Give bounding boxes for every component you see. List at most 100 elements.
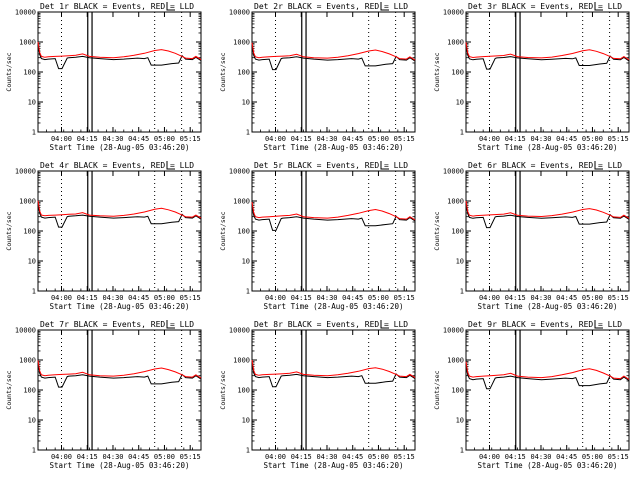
x-axis-label: Start Time (28-Aug-05 03:46:20) [50, 143, 190, 152]
y-tick-label: 10000 [229, 168, 250, 176]
x-tick-label: 04:30 [102, 135, 123, 143]
chart-panel-1: Det 1r BLACK = Events, RED = LLD 1 10 100 10… [5, 2, 202, 152]
y-tick-label: 1000 [447, 198, 464, 206]
x-tick-label: 04:30 [530, 294, 551, 302]
corner-glyph [594, 2, 603, 11]
y-tick-label: 1 [460, 288, 464, 296]
x-tick-label: 04:00 [265, 453, 286, 461]
y-tick-label: 1 [246, 447, 250, 455]
y-tick-label: 1 [246, 129, 250, 137]
events-series-line [465, 202, 630, 229]
plot-frame [251, 329, 416, 451]
x-tick-label: 04:15 [291, 294, 312, 302]
y-tick-label: 10000 [15, 168, 36, 176]
x-tick-label: 04:45 [342, 135, 363, 143]
x-tick-label: 04:45 [128, 294, 149, 302]
x-tick-label: 04:30 [102, 294, 123, 302]
x-axis-label: Start Time (28-Aug-05 03:46:20) [50, 302, 190, 311]
corner-glyph [594, 320, 603, 329]
x-tick-label: 04:30 [530, 135, 551, 143]
x-tick-label: 05:15 [180, 294, 201, 302]
corner-glyph [380, 161, 389, 170]
chart-title: Det 3r BLACK = Events, RED = LLD [468, 2, 622, 11]
chart-panel-9: Det 9r BLACK = Events, RED = LLD 1 10 100 10… [433, 320, 630, 470]
y-tick-label: 100 [237, 387, 250, 395]
x-axis-label: Start Time (28-Aug-05 03:46:20) [478, 302, 618, 311]
y-tick-label: 10 [28, 99, 36, 107]
x-tick-label: 04:00 [265, 135, 286, 143]
y-tick-label: 10 [242, 417, 250, 425]
lld-series-line [37, 360, 202, 379]
x-tick-label: 04:15 [505, 135, 526, 143]
events-series-line [251, 203, 416, 231]
x-tick-label: 04:15 [77, 135, 98, 143]
plot-frame [251, 170, 416, 292]
x-tick-label: 04:15 [505, 453, 526, 461]
lld-series-line [251, 360, 416, 379]
y-tick-label: 10 [456, 417, 464, 425]
x-tick-label: 04:15 [291, 453, 312, 461]
y-tick-label: 10 [242, 99, 250, 107]
x-tick-label: 04:15 [505, 294, 526, 302]
events-series-line [37, 202, 202, 228]
lld-series-line [465, 200, 630, 219]
events-series-line [465, 363, 630, 390]
lld-series-line [251, 202, 416, 221]
plot-frame [251, 11, 416, 133]
x-axis-label: Start Time (28-Aug-05 03:46:20) [478, 461, 618, 470]
lld-series-line [465, 361, 630, 380]
plot-frame [37, 170, 202, 292]
y-tick-label: 100 [237, 69, 250, 77]
events-series-line [37, 43, 202, 70]
x-tick-label: 04:00 [51, 135, 72, 143]
y-tick-label: 1 [32, 288, 36, 296]
chart-panel-7: Det 7r BLACK = Events, RED = LLD 1 10 100 10… [5, 320, 202, 470]
corner-glyph [380, 2, 389, 11]
y-tick-label: 1000 [233, 198, 250, 206]
y-tick-label: 1000 [19, 198, 36, 206]
x-tick-label: 04:15 [291, 135, 312, 143]
y-tick-label: 100 [451, 69, 464, 77]
chart-panel-4: Det 4r BLACK = Events, RED = LLD 1 10 100 10… [5, 161, 202, 311]
y-tick-label: 10000 [229, 327, 250, 335]
x-axis-label: Start Time (28-Aug-05 03:46:20) [264, 143, 404, 152]
y-tick-label: 1000 [447, 39, 464, 47]
corner-glyph [166, 320, 175, 329]
events-series-line [37, 361, 202, 388]
y-tick-label: 1 [460, 129, 464, 137]
x-tick-label: 04:45 [342, 294, 363, 302]
chart-panel-3: Det 3r BLACK = Events, RED = LLD 1 10 100 10… [433, 2, 630, 152]
x-tick-label: 04:30 [316, 453, 337, 461]
chart-title: Det 5r BLACK = Events, RED = LLD [254, 161, 408, 170]
chart-panel-8: Det 8r BLACK = Events, RED = LLD 1 10 100 10… [219, 320, 416, 470]
x-axis-label: Start Time (28-Aug-05 03:46:20) [264, 461, 404, 470]
x-tick-label: 04:00 [51, 453, 72, 461]
y-tick-label: 10000 [15, 327, 36, 335]
y-tick-label: 1 [32, 447, 36, 455]
events-series-line [251, 44, 416, 71]
plot-frame [37, 329, 202, 451]
y-tick-label: 1000 [19, 357, 36, 365]
plot-frame [465, 170, 630, 292]
plot-frame [465, 329, 630, 451]
y-tick-label: 1 [460, 447, 464, 455]
chart-title: Det 2r BLACK = Events, RED = LLD [254, 2, 408, 11]
y-tick-label: 100 [23, 228, 36, 236]
x-tick-label: 05:15 [608, 135, 629, 143]
x-tick-label: 04:45 [556, 294, 577, 302]
corner-glyph [594, 161, 603, 170]
lld-series-line [37, 200, 202, 219]
y-tick-label: 10000 [15, 9, 36, 17]
chart-title: Det 9r BLACK = Events, RED = LLD [468, 320, 622, 329]
y-axis-label: Counts/sec [433, 52, 441, 91]
y-axis-label: Counts/sec [5, 52, 13, 91]
x-tick-label: 04:30 [102, 453, 123, 461]
x-tick-label: 05:00 [582, 135, 603, 143]
plot-frame [465, 11, 630, 133]
lld-series-line [465, 42, 630, 61]
y-tick-label: 10 [456, 99, 464, 107]
y-axis-label: Counts/sec [433, 370, 441, 409]
y-axis-label: Counts/sec [219, 52, 227, 91]
